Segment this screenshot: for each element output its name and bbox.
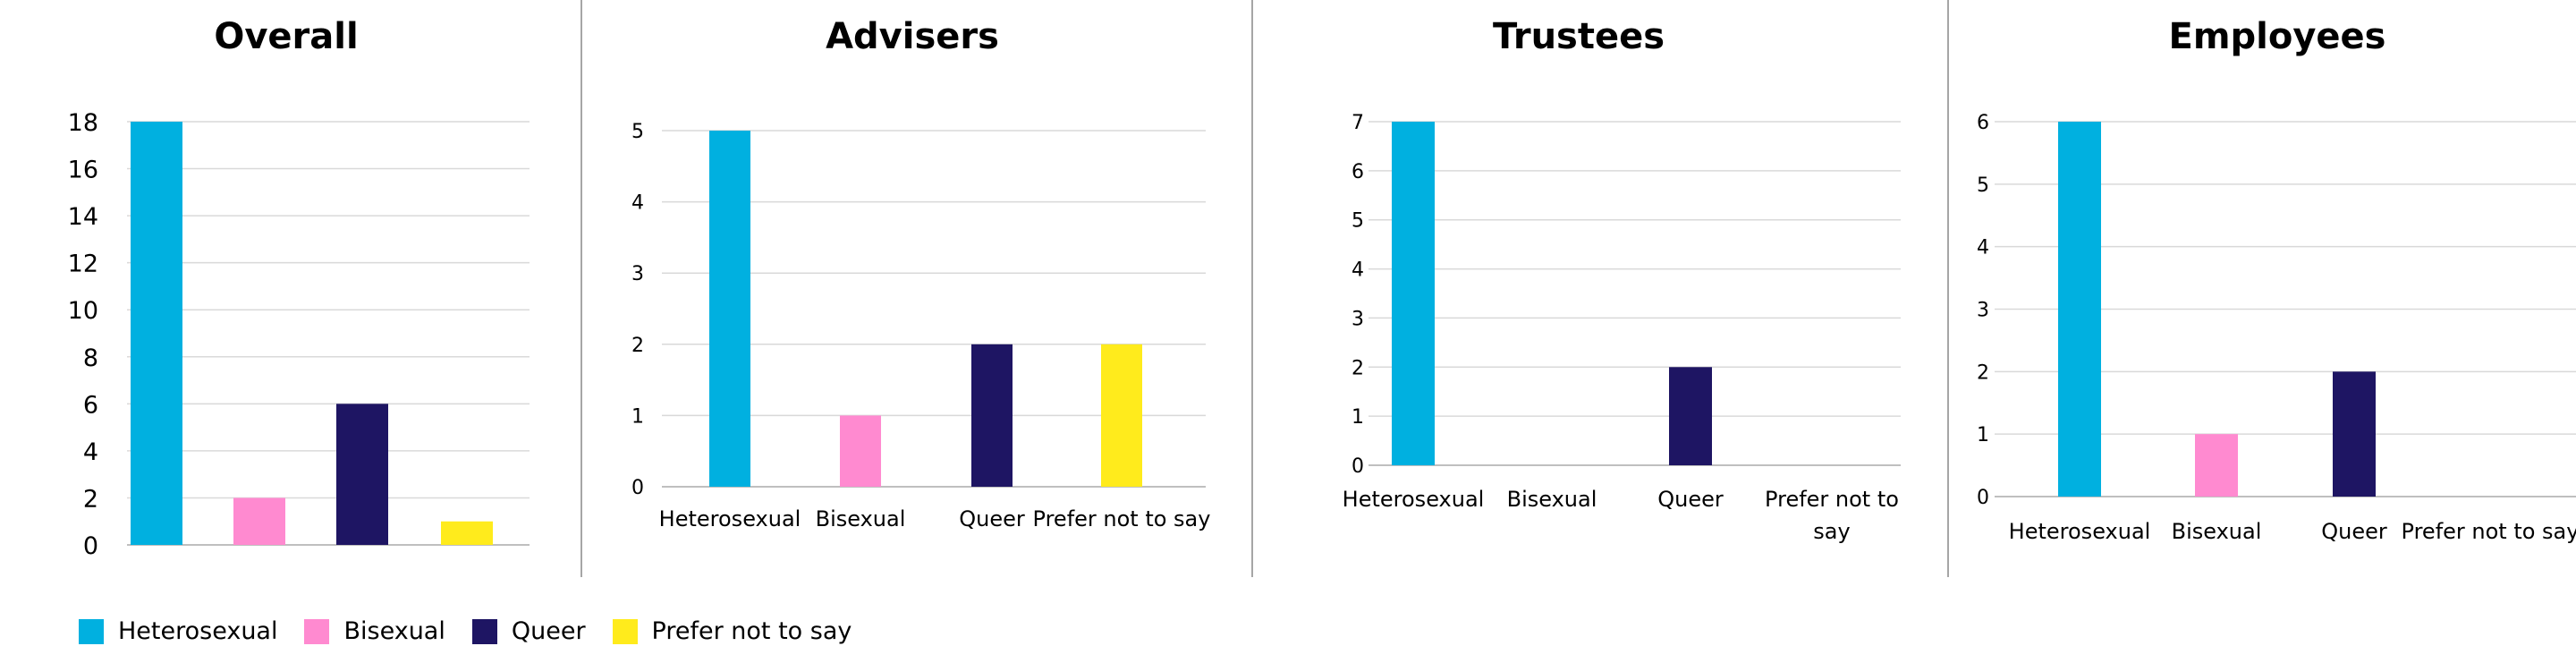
- y-tick-label: 5: [631, 121, 644, 143]
- legend-item: Bisexual: [304, 617, 445, 645]
- y-tick-label: 3: [1352, 308, 1364, 330]
- y-tick-label: 3: [1977, 300, 1989, 322]
- y-tick-label: 14: [68, 203, 98, 231]
- y-tick-label: 2: [1352, 357, 1364, 379]
- legend-label: Queer: [511, 617, 586, 645]
- bar-bisexual: [233, 497, 285, 545]
- legend-swatch: [612, 618, 638, 644]
- chart-title: Trustees: [1493, 16, 1665, 57]
- bar-queer: [2333, 371, 2376, 497]
- y-tick-label: 10: [68, 297, 98, 325]
- y-tick-label: 5: [1352, 210, 1364, 233]
- y-tick-label: 12: [68, 251, 98, 278]
- bar-heterosexual: [2058, 122, 2101, 497]
- legend-item: Heterosexual: [79, 617, 277, 645]
- y-tick-label: 0: [1352, 455, 1364, 478]
- x-category-label: Prefer not to say: [1765, 487, 1899, 544]
- y-tick-label: 8: [83, 344, 98, 372]
- bar-heterosexual: [131, 122, 182, 545]
- x-category-label: Queer: [959, 506, 1025, 531]
- legend: Heterosexual Bisexual Queer Prefer not to s…: [79, 617, 878, 645]
- y-tick-label: 1: [1352, 406, 1364, 429]
- bar-queer: [336, 404, 388, 545]
- y-tick-label: 4: [83, 438, 98, 466]
- y-tick-label: 3: [631, 263, 644, 285]
- y-tick-label: 2: [83, 485, 98, 513]
- chart-title: Employees: [2169, 16, 2386, 57]
- x-category-label: Bisexual: [1507, 487, 1597, 512]
- y-tick-label: 0: [83, 532, 98, 560]
- bar-queer: [971, 344, 1013, 487]
- y-tick-label: 1: [631, 405, 644, 428]
- x-category-label: Queer: [2321, 519, 2387, 544]
- y-tick-label: 2: [1977, 361, 1989, 384]
- legend-label: Prefer not to say: [651, 617, 852, 645]
- x-category-label: Heterosexual: [659, 506, 801, 531]
- y-tick-label: 6: [1977, 112, 1989, 134]
- bar-heterosexual: [1392, 122, 1435, 465]
- x-category-label: Prefer not to say: [2402, 519, 2576, 544]
- legend-label: Bisexual: [343, 617, 445, 645]
- x-category-label: Bisexual: [816, 506, 906, 531]
- y-tick-label: 5: [1977, 174, 1989, 197]
- legend-swatch: [471, 618, 497, 644]
- y-tick-label: 0: [631, 477, 644, 499]
- y-tick-label: 1: [1977, 424, 1989, 446]
- y-tick-label: 16: [68, 157, 98, 184]
- legend-swatch: [304, 618, 330, 644]
- chart-title: Advisers: [826, 16, 999, 57]
- x-category-label: Bisexual: [2172, 519, 2262, 544]
- y-tick-label: 4: [1977, 237, 1989, 259]
- bar-bisexual: [840, 415, 881, 487]
- bar-prefer-not-to-say: [1101, 344, 1142, 487]
- bar-prefer-not-to-say: [441, 521, 493, 545]
- x-category-label: Heterosexual: [1343, 487, 1485, 512]
- y-tick-label: 6: [83, 391, 98, 419]
- chart-title: Overall: [214, 16, 358, 57]
- x-category-label: Queer: [1657, 487, 1724, 512]
- bar-heterosexual: [709, 131, 750, 487]
- y-tick-label: 4: [1352, 259, 1364, 282]
- y-tick-label: 2: [631, 335, 644, 357]
- bar-bisexual: [2195, 434, 2238, 497]
- x-category-label: Prefer not to say: [1033, 506, 1211, 531]
- y-tick-label: 4: [631, 192, 644, 215]
- y-tick-label: 6: [1352, 161, 1364, 183]
- legend-label: Heterosexual: [118, 617, 278, 645]
- y-tick-label: 0: [1977, 487, 1989, 509]
- y-tick-label: 7: [1352, 112, 1364, 134]
- x-category-label: Heterosexual: [2009, 519, 2151, 544]
- y-tick-label: 18: [68, 109, 98, 137]
- legend-item: Queer: [471, 617, 586, 645]
- legend-item: Prefer not to say: [612, 617, 852, 645]
- bar-queer: [1669, 367, 1712, 465]
- legend-swatch: [79, 618, 104, 644]
